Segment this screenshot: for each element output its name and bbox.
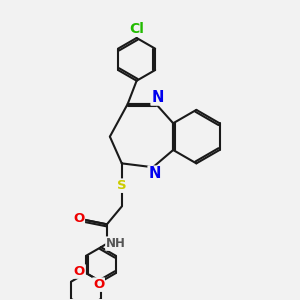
Text: N: N	[151, 90, 164, 105]
Text: O: O	[73, 212, 84, 225]
Text: S: S	[117, 179, 127, 192]
Text: Cl: Cl	[129, 22, 144, 36]
Text: N: N	[148, 166, 160, 181]
Text: O: O	[93, 278, 104, 291]
Text: O: O	[74, 265, 85, 278]
Text: NH: NH	[106, 237, 126, 250]
